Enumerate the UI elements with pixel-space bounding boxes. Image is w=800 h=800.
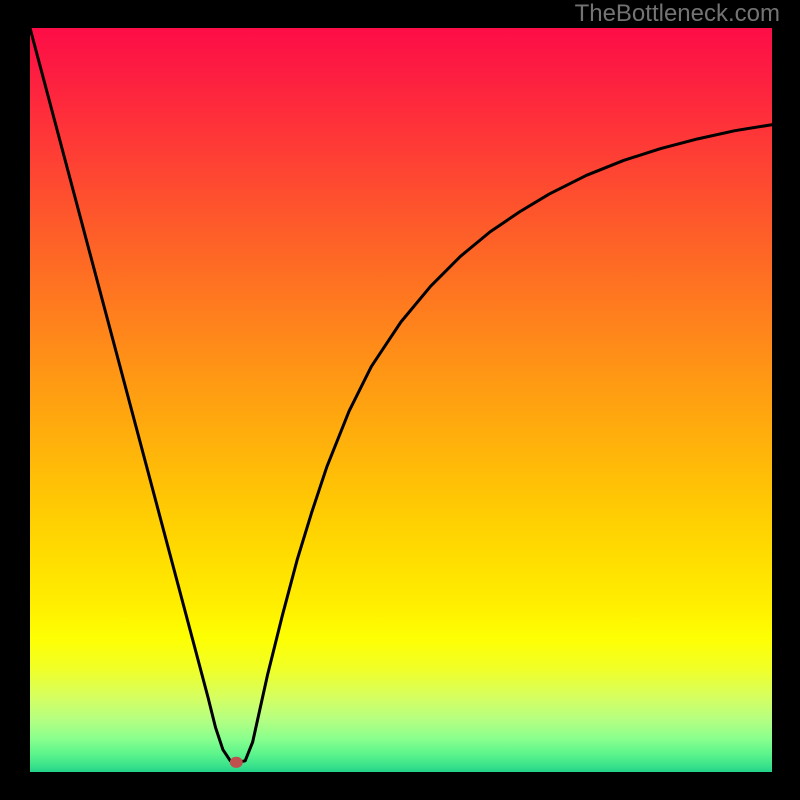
watermark-text: TheBottleneck.com (575, 0, 780, 28)
plot-area (30, 28, 772, 772)
bottleneck-curve (30, 28, 772, 762)
minimum-marker (230, 757, 243, 768)
plot-svg (30, 28, 772, 772)
chart-container: TheBottleneck.com (0, 0, 800, 800)
